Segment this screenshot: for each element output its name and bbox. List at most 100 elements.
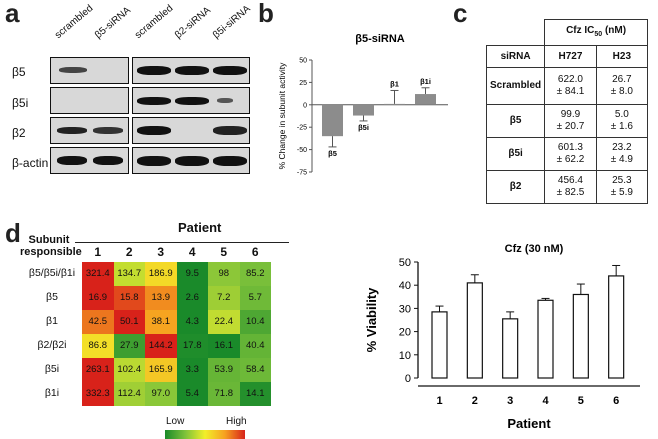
- heatmap-cell: 321.4: [82, 262, 114, 286]
- heatmap-cell: 22.4: [208, 310, 240, 334]
- heatmap-cell: 332.3: [82, 382, 114, 406]
- chart-title: β5-siRNA: [355, 33, 405, 45]
- column-header: H23: [595, 45, 649, 68]
- heatmap-cell: 38.1: [145, 310, 177, 334]
- heatmap-row-label: β5/β5i/β1i: [28, 267, 76, 279]
- bar: [322, 104, 343, 137]
- heatmap-header-rule: [75, 242, 289, 243]
- heatmap-cell: 102.4: [113, 358, 145, 382]
- heatmap-cell: 15.8: [113, 286, 145, 310]
- heatmap-cell: 134.7: [113, 262, 145, 286]
- blot-strip: [50, 117, 129, 144]
- column-header: siRNA: [485, 45, 546, 68]
- blot-row-label: β-actin: [12, 156, 49, 170]
- heatmap-cell: 86.8: [82, 334, 114, 358]
- patient-column-label: 4: [188, 245, 196, 259]
- bar-label: β1i: [420, 77, 431, 86]
- y-tick-label: 10: [399, 350, 411, 362]
- heatmap-cell: 16.9: [82, 286, 114, 310]
- y-axis-label: % Viability: [364, 287, 379, 353]
- heatmap-cell: 85.2: [239, 262, 271, 286]
- bar: [353, 104, 374, 116]
- y-tick-label: 50: [399, 257, 411, 269]
- heatmap-cell: 58.4: [239, 358, 271, 382]
- y-tick-label: -75: [297, 170, 307, 177]
- lane-label: scrambled: [132, 2, 176, 41]
- heatmap-cell: 5.7: [239, 286, 271, 310]
- bar: [466, 282, 483, 379]
- viability-chart: Cfz (30 nM) 50 40 30 20 10 0 % Viability 1 2 3 4 5 6 P…: [364, 243, 640, 431]
- heatmap-row-label: β5i: [44, 363, 60, 375]
- blot-row-label: β2: [12, 126, 26, 140]
- heatmap-cell: 144.2: [145, 334, 177, 358]
- heatmap-row-label: β1: [46, 315, 58, 327]
- heatmap-cell: 97.0: [145, 382, 177, 406]
- y-tick-label: 25: [299, 80, 307, 87]
- heatmap-cell: 42.5: [82, 310, 114, 334]
- legend-high-label: High: [226, 416, 247, 427]
- patient-column-label: 3: [157, 245, 165, 259]
- y-tick-label: -50: [297, 147, 307, 154]
- blot-row-label: β5: [12, 65, 26, 79]
- heatmap-row-label: β1i: [44, 387, 60, 399]
- patient-column-label: 6: [251, 245, 259, 259]
- bar: [384, 103, 405, 105]
- blot-strip: [132, 117, 250, 144]
- bar-label: β5: [328, 149, 337, 158]
- table-row: β5i 601.3 ± 62.2 23.2 ± 4.9: [485, 137, 649, 171]
- heatmap-cell: 71.8: [208, 382, 240, 406]
- lane-label: β2-siRNA: [172, 4, 213, 41]
- ic50-table: Cfz IC50 (nM) siRNA H727 H23 Scrambled 6…: [485, 19, 649, 204]
- heatmap-row-label: β5: [46, 291, 58, 303]
- heatmap-cell: 16.1: [208, 334, 240, 358]
- patient-column-label: 5: [220, 245, 228, 259]
- heatmap-cell: 27.9: [113, 334, 145, 358]
- heatmap-color-legend: [165, 430, 245, 439]
- heatmap-cell: 13.9: [145, 286, 177, 310]
- heatmap-row-label: β2/β2i: [37, 339, 67, 351]
- x-tick-label: 5: [578, 395, 584, 407]
- heatmap-row-header: Subunit responsible: [20, 234, 82, 258]
- x-tick-label: 3: [507, 395, 513, 407]
- patient-column-label: 2: [125, 245, 133, 259]
- bar: [415, 94, 436, 105]
- heatmap-cell: 40.4: [239, 334, 271, 358]
- heatmap-cell: 10.4: [239, 310, 271, 334]
- y-tick-label: 0: [405, 373, 411, 385]
- blot-strip: [132, 57, 250, 84]
- heatmap-cell: 98: [208, 262, 240, 286]
- heatmap-cell: 7.2: [208, 286, 240, 310]
- heatmap-title: Patient: [178, 220, 222, 235]
- blot-strip: [132, 147, 250, 174]
- y-tick-label: 40: [399, 280, 411, 292]
- y-tick-label: 20: [399, 327, 411, 339]
- x-tick-label: 6: [613, 395, 619, 407]
- table-row: β5 99.9 ± 20.7 5.0 ± 1.6: [485, 104, 649, 138]
- heatmap-cell: 17.8: [176, 334, 208, 358]
- x-axis-label: Patient: [507, 416, 551, 431]
- bar: [431, 311, 448, 379]
- patient-column-label: 1: [94, 245, 102, 259]
- heatmap-cell: 2.6: [176, 286, 208, 310]
- blot-row-label: β5i: [12, 96, 29, 110]
- blot-strip: [132, 87, 250, 114]
- y-tick-label: 30: [399, 303, 411, 315]
- column-header: H727: [544, 45, 597, 68]
- heatmap-cell: 14.1: [239, 382, 271, 406]
- bar: [537, 299, 554, 379]
- lane-label: β5i-siRNA: [210, 3, 253, 42]
- panel-letter-a: a: [5, 0, 20, 28]
- lane-label: scrambled: [52, 2, 96, 41]
- blot-strip: [50, 57, 129, 84]
- heatmap-cell: 3.3: [176, 358, 208, 382]
- heatmap-cell: 53.9: [208, 358, 240, 382]
- bar: [608, 275, 625, 379]
- table-row: Scrambled 622.0 ± 84.1 26.7 ± 8.0: [485, 67, 649, 105]
- y-tick-label: -25: [297, 125, 307, 132]
- blot-strip: [50, 87, 129, 114]
- bar-label: β5i: [358, 123, 369, 132]
- x-tick-label: 4: [542, 395, 549, 407]
- heatmap-cell: 9.5: [176, 262, 208, 286]
- lane-label: β5-siRNA: [92, 4, 133, 41]
- legend-low-label: Low: [166, 416, 185, 427]
